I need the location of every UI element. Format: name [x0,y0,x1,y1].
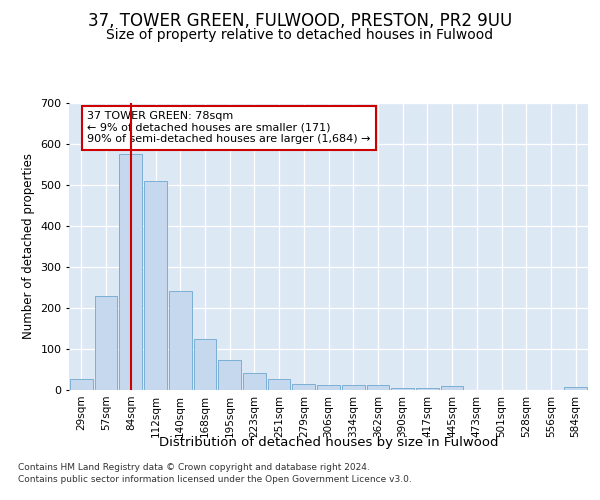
Bar [564,387,587,390]
Bar [119,154,142,390]
Text: Contains public sector information licensed under the Open Government Licence v3: Contains public sector information licen… [18,475,412,484]
Bar [218,360,241,390]
Bar [441,386,463,390]
Bar [391,388,414,390]
Bar [144,180,167,390]
Bar [292,384,315,390]
Text: 37 TOWER GREEN: 78sqm
← 9% of detached houses are smaller (171)
90% of semi-deta: 37 TOWER GREEN: 78sqm ← 9% of detached h… [87,111,371,144]
Text: Distribution of detached houses by size in Fulwood: Distribution of detached houses by size … [159,436,499,449]
Bar [367,386,389,390]
Y-axis label: Number of detached properties: Number of detached properties [22,153,35,340]
Bar [70,379,93,390]
Bar [169,292,191,390]
Bar [416,388,439,390]
Bar [194,340,216,390]
Text: 37, TOWER GREEN, FULWOOD, PRESTON, PR2 9UU: 37, TOWER GREEN, FULWOOD, PRESTON, PR2 9… [88,12,512,30]
Bar [95,296,118,390]
Bar [268,379,290,390]
Bar [342,386,365,390]
Text: Size of property relative to detached houses in Fulwood: Size of property relative to detached ho… [106,28,494,42]
Text: Contains HM Land Registry data © Crown copyright and database right 2024.: Contains HM Land Registry data © Crown c… [18,464,370,472]
Bar [317,385,340,390]
Bar [243,373,266,390]
